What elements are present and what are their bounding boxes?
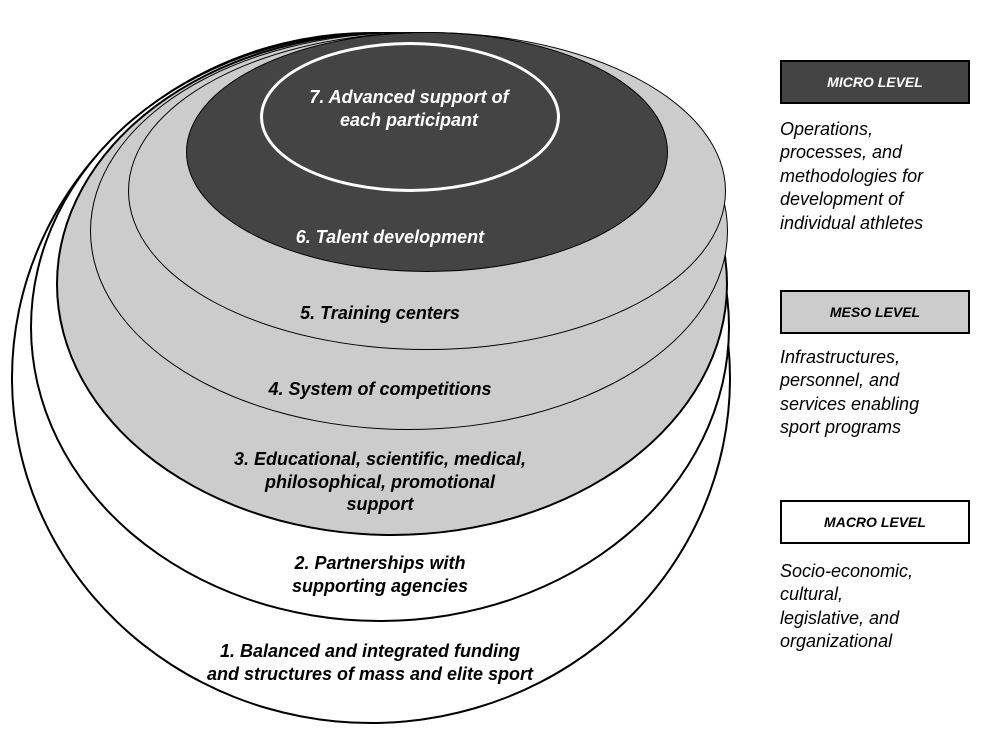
diagram-canvas: 7. Advanced support of each participant … [0, 0, 1000, 750]
legend-box-micro: MICRO LEVEL [780, 60, 970, 104]
label-layer-3: 3. Educational, scientific, medical, phi… [190, 448, 570, 516]
legend-desc-macro: Socio-economic, cultural, legislative, a… [780, 560, 990, 654]
label-layer-5: 5. Training centers [250, 302, 510, 325]
legend-box-macro: MACRO LEVEL [780, 500, 970, 544]
label-layer-4: 4. System of competitions [230, 378, 530, 401]
label-layer-1: 1. Balanced and integrated funding and s… [150, 640, 590, 685]
legend-desc-micro: Operations, processes, and methodologies… [780, 118, 990, 235]
legend-box-micro-text: MICRO LEVEL [827, 74, 923, 90]
label-layer-7: 7. Advanced support of each participant [274, 86, 544, 131]
label-layer-6: 6. Talent development [240, 226, 540, 249]
label-layer-2: 2. Partnerships with supporting agencies [230, 552, 530, 597]
legend-box-macro-text: MACRO LEVEL [824, 514, 926, 530]
legend-box-meso-text: MESO LEVEL [830, 304, 920, 320]
legend-desc-meso: Infrastructures, personnel, and services… [780, 346, 990, 440]
legend-box-meso: MESO LEVEL [780, 290, 970, 334]
